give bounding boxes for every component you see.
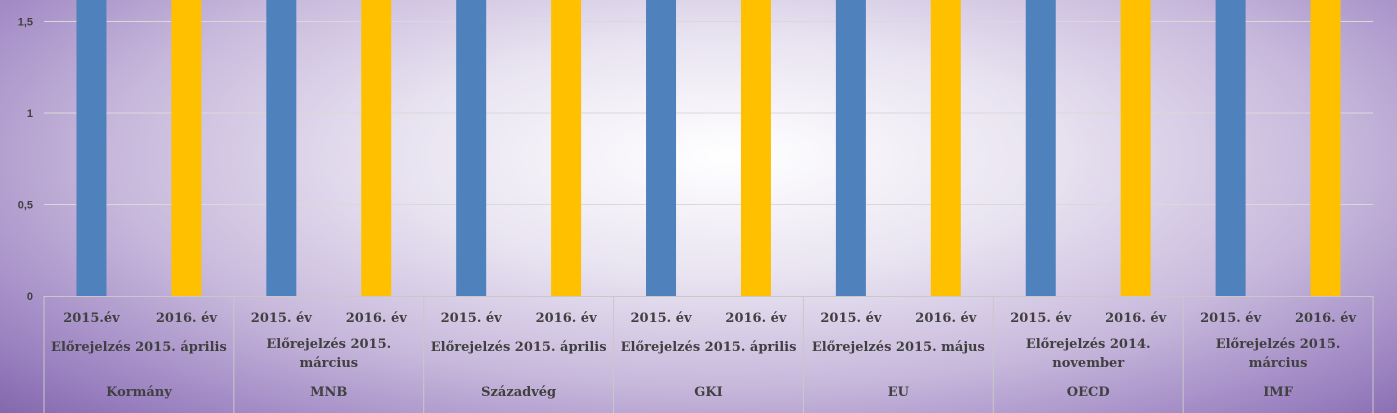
bar (456, 0, 487, 296)
bar (1215, 0, 1246, 296)
forecast-label: március (1249, 356, 1308, 371)
forecast-label: Előrejelzés 2014. (1026, 337, 1151, 352)
bar (266, 0, 297, 296)
year-label: 2015. év (631, 311, 693, 326)
year-label: 2016. év (536, 311, 598, 326)
organization-label: OECD (1067, 385, 1110, 400)
year-label: 2015. év (820, 311, 882, 326)
forecast-label: Előrejelzés 2015. május (812, 340, 985, 355)
year-label: 2015. év (1010, 311, 1072, 326)
bar (171, 0, 202, 296)
bars (76, 0, 1341, 296)
bar (76, 0, 107, 296)
year-label: 2016. év (1295, 311, 1357, 326)
forecast-label: Előrejelzés 2015. (1216, 337, 1341, 352)
organization-label: IMF (1263, 385, 1293, 400)
bar (1120, 0, 1151, 296)
forecast-label: Előrejelzés 2015. (266, 337, 391, 352)
bar (361, 0, 392, 296)
bar (740, 0, 771, 296)
year-label: 2015. év (251, 311, 313, 326)
year-label: 2015. év (1200, 311, 1262, 326)
year-label: 2016. év (346, 311, 408, 326)
bar (930, 0, 961, 296)
gridlines (44, 21, 1373, 205)
year-label: 2016. év (1105, 311, 1167, 326)
year-label: 2015.év (63, 311, 120, 326)
x-axis: 2015.év 2016. év Előrejelzés 2015. április… (43, 296, 1374, 413)
forecast-label: március (299, 356, 358, 371)
organization-label: GKI (694, 385, 722, 400)
forecast-label: Előrejelzés 2015. április (621, 340, 797, 355)
year-label: 2016. év (915, 311, 977, 326)
year-label: 2015. év (441, 311, 503, 326)
forecast-label: november (1052, 356, 1124, 371)
organization-label: Kormány (106, 385, 172, 400)
y-tick-label: 1 (27, 108, 33, 120)
bar (551, 0, 582, 296)
y-axis-ticks: 0 0,5 1 1,5 (18, 17, 33, 304)
forecast-label: Előrejelzés 2015. április (431, 340, 607, 355)
year-label: 2016. év (725, 311, 787, 326)
bar (1310, 0, 1341, 296)
organization-label: Századvég (481, 385, 556, 400)
bar (646, 0, 677, 296)
year-label: 2016. év (156, 311, 218, 326)
y-tick-label: 0,5 (18, 200, 33, 212)
y-tick-label: 1,5 (18, 17, 33, 29)
forecast-label: Előrejelzés 2015. április (51, 340, 227, 355)
y-tick-label: 0 (27, 291, 33, 303)
organization-label: MNB (310, 385, 347, 400)
organization-label: EU (888, 385, 910, 400)
bar (1025, 0, 1056, 296)
bar (835, 0, 866, 296)
